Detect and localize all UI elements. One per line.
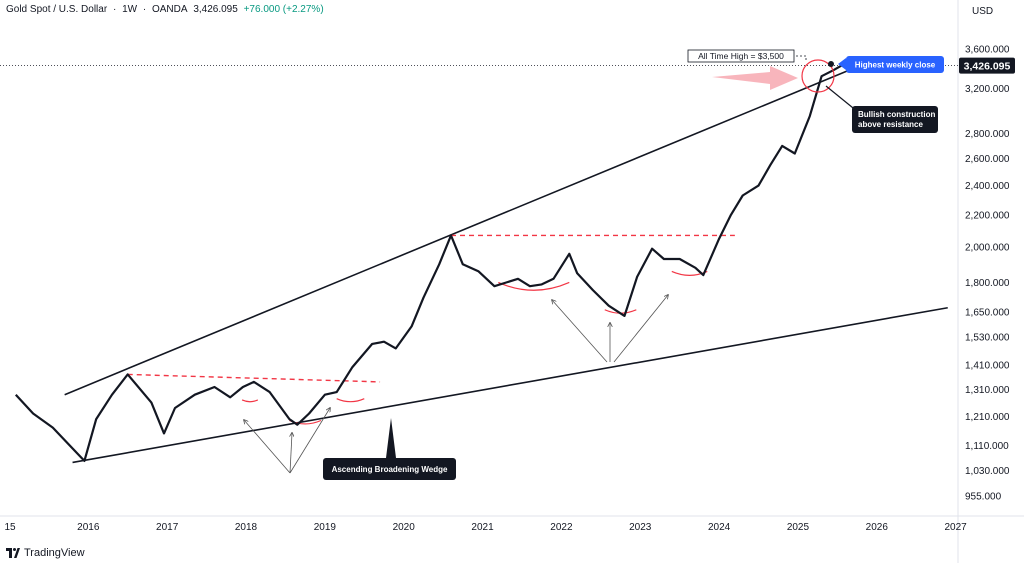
y-tick-label: 955.000 [965, 492, 1002, 503]
y-tick-label: 2,200.000 [965, 210, 1010, 221]
bullish-label-line1: Bullish construction [858, 110, 935, 119]
weekly-close-callout [846, 56, 944, 73]
breakout-circle [801, 59, 835, 93]
y-tick-label: 1,030.000 [965, 466, 1010, 477]
chart-header: Gold Spot / U.S. Dollar · 1W · OANDA 3,4… [6, 4, 327, 15]
y-tick-label: 1,210.000 [965, 412, 1010, 423]
x-tick-label: 2024 [708, 522, 731, 533]
x-tick-label: 2021 [471, 522, 494, 533]
pink-arrow-icon [712, 66, 798, 90]
x-tick-label: 2027 [945, 522, 968, 533]
pointer-arrow [289, 408, 330, 474]
y-tick-label: 1,110.000 [965, 441, 1009, 452]
drawings [0, 64, 958, 474]
pointer-arrow [613, 295, 668, 363]
y-tick-label: 2,000.000 [965, 242, 1010, 253]
x-tick-label: 2022 [550, 522, 573, 533]
trendline [64, 64, 862, 396]
ath-label: All Time High = $3,500 [698, 51, 784, 61]
resistance-line [127, 373, 381, 383]
y-tick-label: 2,800.000 [965, 129, 1010, 140]
interval[interactable]: 1W [122, 4, 138, 15]
y-tick-label: 3,600.000 [965, 44, 1010, 55]
callout-pointer [838, 58, 846, 70]
price-series [14, 64, 842, 462]
support-arc [336, 398, 365, 403]
x-tick-label: 2016 [77, 522, 100, 533]
weekly-close-label: Highest weekly close [855, 61, 936, 70]
y-tick-label: 1,530.000 [965, 333, 1010, 344]
y-tick-label: 2,600.000 [965, 154, 1010, 165]
x-tick-label: 2025 [787, 522, 810, 533]
wedge-label: Ascending Broadening Wedge [332, 465, 448, 474]
x-tick-label: 15 [4, 522, 16, 533]
support-arc [498, 281, 570, 291]
x-tick-label: 2026 [866, 522, 889, 533]
wedge-callout [323, 458, 456, 480]
x-tick-label: 2018 [235, 522, 258, 533]
x-tick-label: 2019 [314, 522, 337, 533]
annotations: All Time High = $3,500 Highest weekly clo… [323, 49, 1015, 480]
currency-label: USD [972, 6, 993, 17]
symbol-name[interactable]: Gold Spot / U.S. Dollar [6, 4, 108, 15]
separator: · [142, 4, 147, 15]
header-price: 3,426.095 [193, 4, 238, 15]
last-price-label: 3,426.095 [964, 61, 1011, 73]
support-arc [241, 399, 259, 403]
y-tick-label: 2,400.000 [965, 181, 1010, 192]
y-tick-label: 1,650.000 [965, 307, 1010, 318]
pointer-arrow [244, 420, 291, 474]
gold-price-line [14, 64, 842, 462]
y-tick-label: 1,310.000 [965, 385, 1010, 396]
branding-text: TradingView [24, 547, 85, 559]
weekly-close-marker [828, 61, 834, 67]
pointer-arrow [552, 300, 608, 363]
bullish-label-line2: above resistance [858, 120, 923, 129]
x-tick-label: 2020 [393, 522, 416, 533]
x-tick-label: 2023 [629, 522, 652, 533]
ath-bracket [796, 55, 807, 62]
tradingview-logo-icon [6, 548, 20, 558]
data-source: OANDA [151, 4, 188, 15]
bullish-callout [852, 106, 938, 133]
trendline [72, 306, 948, 464]
header-change: +76.000 (+2.27%) [243, 4, 324, 15]
last-price-badge [959, 57, 1015, 74]
ath-label-box [687, 49, 795, 63]
wedge-pointer [386, 418, 396, 458]
y-tick-label: 1,800.000 [965, 278, 1010, 289]
y-tick-label: 3,200.000 [965, 84, 1010, 95]
pointer-arrow [290, 433, 292, 474]
x-tick-label: 2017 [156, 522, 179, 533]
branding[interactable]: TradingView [6, 547, 85, 559]
y-tick-label: 1,410.000 [965, 360, 1010, 371]
separator: · [112, 4, 117, 15]
